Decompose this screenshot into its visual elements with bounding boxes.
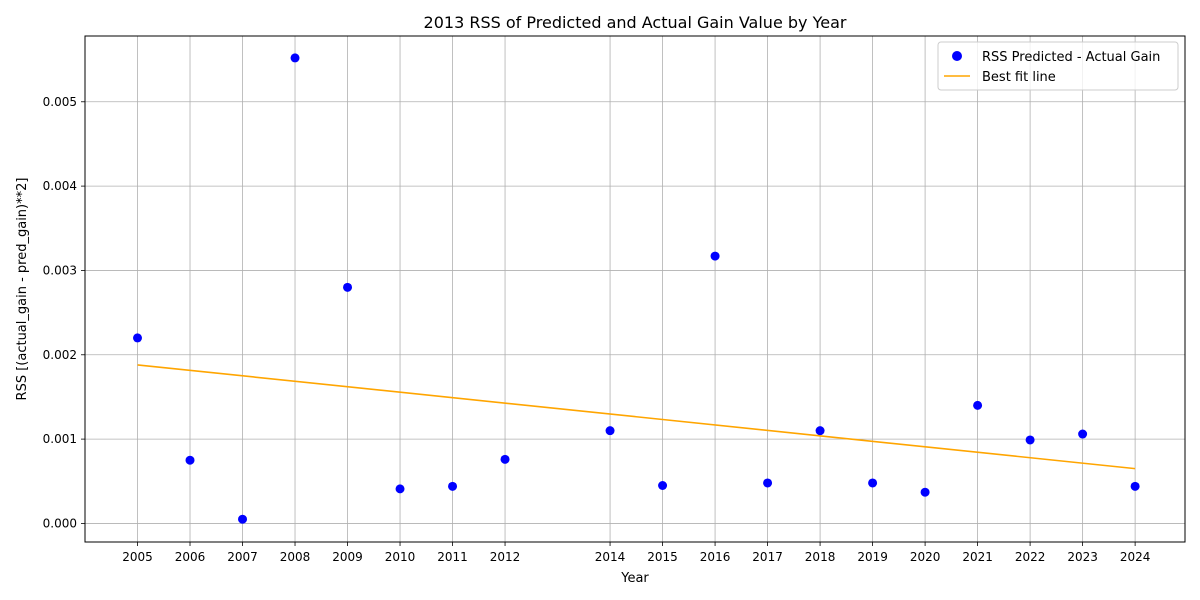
legend: RSS Predicted - Actual Gain Best fit lin… (937, 41, 1179, 91)
x-tick-label: 2017 (752, 550, 783, 564)
x-tick-label: 2022 (1015, 550, 1046, 564)
data-point (763, 478, 773, 488)
legend-label-line: Best fit line (982, 70, 1056, 85)
x-tick-label: 2006 (175, 550, 206, 564)
x-tick-label: 2016 (700, 550, 731, 564)
plot-frame (84, 35, 1186, 543)
x-tick-label: 2018 (805, 550, 836, 564)
data-point (500, 454, 510, 464)
y-axis-label: RSS [(actual_gain - pred_gain)**2] (15, 178, 30, 401)
x-tick-label: 2023 (1067, 550, 1098, 564)
x-axis: 2005 2006 2007 2008 2009 2010 2011 2012 2014 2015… (122, 542, 1150, 564)
y-tick-label: 0.001 (43, 432, 77, 446)
data-point (920, 487, 930, 497)
y-tick-label: 0.000 (43, 516, 77, 530)
best-fit-line (137, 364, 1136, 470)
y-axis: 0.000 0.001 0.002 0.003 0.004 0.005 (43, 95, 85, 530)
chart-title: 2013 RSS of Predicted and Actual Gain Va… (424, 13, 847, 32)
data-point (868, 478, 878, 488)
y-tick-label: 0.004 (43, 179, 77, 193)
x-tick-label: 2024 (1120, 550, 1151, 564)
data-point (605, 426, 615, 436)
y-tick-label: 0.005 (43, 95, 77, 109)
legend-marker-scatter (952, 51, 962, 61)
data-point (290, 53, 300, 63)
legend-box (937, 41, 1179, 91)
data-point (973, 400, 983, 410)
x-tick-label: 2021 (962, 550, 993, 564)
y-tick-label: 0.002 (43, 348, 77, 362)
data-point (185, 455, 195, 465)
x-tick-label: 2008 (280, 550, 311, 564)
scatter-points (133, 53, 1140, 524)
x-tick-label: 2010 (385, 550, 416, 564)
data-point (1130, 481, 1140, 491)
data-point (1078, 429, 1088, 439)
data-point (1025, 435, 1035, 445)
best-fit-line-group (137, 364, 1136, 470)
data-point (395, 484, 405, 494)
data-point (658, 480, 668, 490)
data-point (448, 481, 458, 491)
data-point (238, 514, 248, 524)
data-point (343, 282, 353, 292)
x-tick-label: 2020 (910, 550, 941, 564)
x-tick-label: 2005 (122, 550, 153, 564)
data-point (133, 333, 143, 343)
x-tick-label: 2019 (857, 550, 888, 564)
x-tick-label: 2014 (595, 550, 626, 564)
x-tick-label: 2012 (490, 550, 521, 564)
x-axis-label: Year (620, 571, 649, 586)
x-tick-label: 2007 (227, 550, 258, 564)
x-tick-label: 2011 (437, 550, 468, 564)
data-point (815, 426, 825, 436)
x-tick-label: 2015 (647, 550, 678, 564)
x-tick-label: 2009 (332, 550, 363, 564)
grid (85, 36, 1185, 542)
y-tick-label: 0.003 (43, 263, 77, 277)
data-point (710, 251, 720, 261)
legend-label-scatter: RSS Predicted - Actual Gain (982, 50, 1160, 65)
